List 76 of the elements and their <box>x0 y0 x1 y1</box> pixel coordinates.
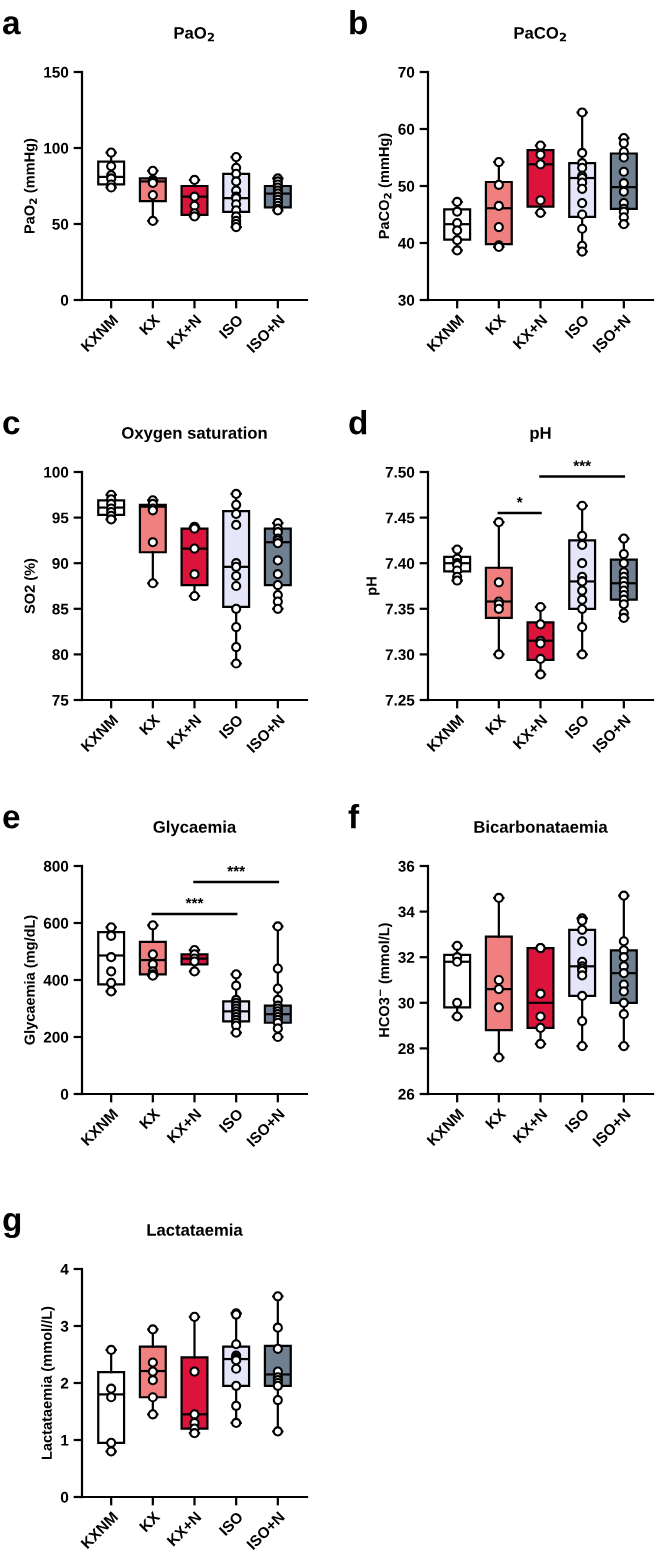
y-tick-label: 36 <box>398 860 415 872</box>
y-tick-label: 600 <box>43 917 69 929</box>
y-tick-label: 7.40 <box>385 558 415 569</box>
y-tick-label: 0 <box>60 1491 69 1503</box>
y-tick-label: 60 <box>398 123 415 135</box>
x-tick-label: KX <box>138 1510 161 1533</box>
y-tick-label: 80 <box>52 649 69 661</box>
chart-title: Bicarbonataemia <box>474 820 608 833</box>
y-tick-label: 7.30 <box>385 649 415 661</box>
y-tick-label: 50 <box>398 180 415 192</box>
y-tick-label: 7.45 <box>385 512 415 524</box>
text: e <box>3 810 20 829</box>
y-tick-label: 200 <box>43 1031 69 1043</box>
text: d <box>349 410 367 435</box>
text: g <box>3 1213 21 1239</box>
y-tick-label: 7.25 <box>385 694 415 706</box>
chart-title: pH <box>530 427 551 443</box>
y-tick-label: 2 <box>60 1377 69 1389</box>
text: a <box>2 16 21 35</box>
y-tick-label: 3 <box>60 1320 69 1332</box>
y-tick-label: 150 <box>44 66 69 78</box>
y-axis-title: HCO3$^{−}$ (mmol/L) <box>378 923 393 1037</box>
text: c <box>3 416 20 435</box>
y-axis-title: PaCO$_{2}$ (mmHg) <box>378 133 393 239</box>
y-tick-label: 1 <box>61 1435 69 1446</box>
x-tick-label: KX <box>138 713 161 736</box>
y-tick-label: 4 <box>60 1264 69 1275</box>
y-tick-label: 30 <box>398 997 415 1009</box>
x-tick-label: ISO <box>564 713 590 740</box>
chart-title: Glycaemia <box>153 820 237 837</box>
x-tick-label: ISO <box>218 313 244 340</box>
y-axis-title: pH <box>366 577 380 595</box>
y-tick-label: 70 <box>398 66 415 78</box>
y-tick-label: 100 <box>44 142 69 154</box>
y-tick-label: 100 <box>44 466 69 478</box>
y-tick-label: 800 <box>43 860 69 872</box>
y-tick-label: 28 <box>398 1043 415 1055</box>
y-tick-label: 7.50 <box>385 466 415 478</box>
y-tick-label: 34 <box>398 906 415 918</box>
x-tick-label: KX <box>138 1107 161 1130</box>
y-axis-title: PaO$_{2}$ (mmHg) <box>23 138 38 234</box>
y-tick-label: 85 <box>52 603 69 615</box>
y-axis-title: Glycaemia (mg/dL) <box>24 915 38 1045</box>
chart-title: PaO$_{2}$ <box>174 27 215 42</box>
y-tick-label: 7.35 <box>385 603 415 615</box>
x-tick-label: KX <box>484 713 507 736</box>
y-axis-title: SO2 (%) <box>24 558 38 614</box>
chart-title: Oxygen saturation <box>122 426 267 443</box>
x-tick-label: KX <box>484 1107 507 1130</box>
y-tick-label: 50 <box>52 218 69 230</box>
annotation: *** <box>227 866 246 872</box>
text: *** <box>573 460 592 467</box>
x-tick-label: KX <box>484 313 507 336</box>
y-tick-label: 0 <box>60 294 69 306</box>
y-tick-label: 90 <box>52 558 69 569</box>
x-tick-label: ISO <box>218 1510 244 1537</box>
x-tick-label: ISO <box>564 1107 590 1134</box>
y-tick-label: 40 <box>398 237 415 249</box>
y-tick-label: 95 <box>52 512 69 524</box>
y-tick-label: 75 <box>52 695 69 706</box>
x-tick-label: ISO <box>564 313 590 340</box>
x-tick-label: ISO <box>218 1107 244 1134</box>
y-tick-label: 30 <box>398 294 415 306</box>
y-tick-label: 0 <box>60 1088 69 1100</box>
annotation: * <box>516 497 523 503</box>
text: b <box>350 10 367 35</box>
chart-title: Lactataemia <box>147 1223 243 1236</box>
y-axis-title: Lactataemia (mmol//L) <box>41 1306 55 1460</box>
x-tick-label: KX <box>138 313 161 336</box>
y-tick-label: 32 <box>398 952 415 963</box>
x-tick-label: ISO <box>218 713 244 740</box>
y-tick-label: 26 <box>398 1088 415 1100</box>
text: f <box>348 804 360 829</box>
y-tick-label: 400 <box>43 974 69 986</box>
annotation: *** <box>185 897 204 904</box>
chart-title: PaCO$_{2}$ <box>514 27 567 42</box>
